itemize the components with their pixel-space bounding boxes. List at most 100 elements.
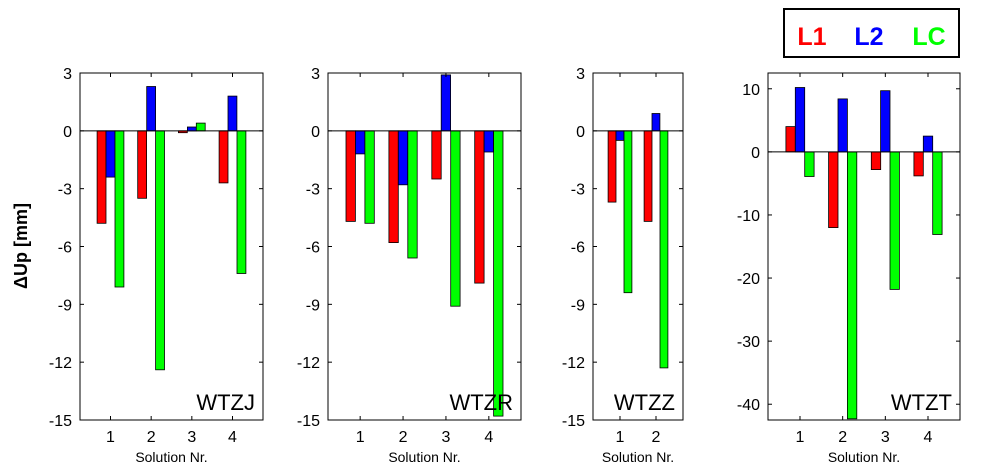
bar-l2-1 [354, 130, 366, 155]
bar-l1-1 [345, 130, 356, 222]
x-tick-label: 1 [106, 429, 115, 446]
legend-entry-l2: L2 [854, 23, 883, 51]
bar-l2-3 [440, 74, 452, 132]
bar-lc-1 [114, 130, 125, 288]
y-tick-label: -15 [297, 413, 320, 430]
x-tick-label: 4 [484, 429, 493, 446]
bar-lc-2 [659, 130, 669, 369]
legend-box [783, 8, 960, 58]
y-tick-label: -30 [737, 334, 760, 351]
y-tick-label: -12 [297, 355, 320, 372]
x-tick-label: 3 [441, 429, 450, 446]
y-tick-label: -9 [306, 297, 320, 314]
bar-l1-1 [607, 130, 617, 203]
y-tick-label: 10 [742, 82, 760, 99]
y-tick-label: -3 [306, 182, 320, 199]
chart-panel-1: 3 0 -3 -6 -9 -12 -15 1 2 3 4 Solution Nr. WTZJ [49, 66, 264, 465]
bar-l2-2 [837, 98, 848, 153]
bar-l2-2 [651, 113, 661, 132]
bar-l1-1 [96, 130, 107, 224]
y-tick-label: -15 [49, 413, 72, 430]
x-axis-label: Solution Nr. [602, 449, 674, 465]
y-tick-label: -40 [737, 397, 760, 414]
legend-entry-l1: L1 [797, 23, 826, 51]
legend-entry-lc: LC [912, 23, 945, 51]
x-axis-label: Solution Nr. [135, 449, 207, 465]
bar-l1-2 [137, 130, 147, 199]
bar-l1-4 [913, 151, 924, 177]
bar-lc-3 [889, 151, 900, 290]
y-tick-label: -3 [571, 182, 585, 199]
x-tick-label: 1 [356, 429, 365, 446]
bar-lc-1 [804, 151, 815, 177]
bar-l1-1 [785, 126, 796, 153]
y-tick-label: 0 [63, 124, 72, 141]
bar-l2-1 [105, 130, 116, 178]
x-axis-label: Solution Nr. [388, 449, 460, 465]
x-tick-label: 1 [796, 429, 805, 446]
bar-l2-1 [615, 130, 625, 141]
x-tick-label: 2 [652, 429, 661, 446]
bar-l1-4 [218, 130, 229, 184]
plot-area [327, 72, 522, 421]
y-tick-label: -10 [737, 208, 760, 225]
bar-lc-2 [407, 130, 418, 259]
bar-l2-1 [794, 87, 806, 153]
bar-l2-3 [186, 126, 197, 132]
bar-lc-2 [155, 130, 165, 371]
y-tick-label: 3 [311, 66, 320, 83]
y-axis-label: ΔUp [mm] [11, 203, 31, 289]
y-tick-label: -12 [562, 355, 585, 372]
chart-panel-4: 10 0 -10 -20 -30 -40 1 2 3 4 Solution Nr. WTZT [737, 72, 961, 465]
y-tick-label: -20 [737, 271, 760, 288]
bar-lc-3 [195, 122, 206, 132]
x-tick-label: 3 [881, 429, 890, 446]
bar-l2-2 [146, 86, 156, 132]
y-tick-label: -6 [306, 240, 320, 257]
bar-l1-4 [474, 130, 485, 284]
y-tick-label: -3 [58, 182, 72, 199]
bar-l2-2 [397, 130, 409, 186]
panel-title: WTZR [449, 390, 513, 415]
bar-lc-4 [932, 151, 943, 235]
y-tick-label: 3 [576, 66, 585, 83]
bar-l1-2 [388, 130, 399, 244]
panel-title: WTZT [891, 390, 952, 415]
y-tick-label: 0 [751, 145, 760, 162]
x-tick-label: 2 [147, 429, 156, 446]
bar-lc-2 [847, 151, 858, 420]
x-tick-label: 4 [228, 429, 237, 446]
y-tick-label: -9 [58, 297, 72, 314]
bar-l2-4 [227, 95, 238, 132]
panel-title: WTZZ [614, 390, 675, 415]
bar-l2-4 [922, 135, 934, 153]
bar-l1-2 [828, 151, 839, 228]
x-axis-label: Solution Nr. [828, 449, 900, 465]
bar-lc-3 [450, 130, 461, 307]
chart-panel-2: 3 0 -3 -6 -9 -12 -15 1 2 3 4 Solution Nr. WTZR [297, 66, 522, 465]
bar-l1-2 [643, 130, 653, 222]
y-tick-label: -6 [58, 240, 72, 257]
bar-lc-4 [493, 130, 504, 417]
legend: L1 L2 LC [783, 8, 960, 58]
x-tick-label: 1 [616, 429, 625, 446]
bar-l2-4 [483, 130, 494, 153]
y-tick-label: -6 [571, 240, 585, 257]
y-tick-label: -9 [571, 297, 585, 314]
y-tick-label: -15 [562, 413, 585, 430]
y-tick-label: 0 [576, 124, 585, 141]
x-tick-label: 2 [399, 429, 408, 446]
bar-l2-3 [880, 90, 891, 153]
y-tick-label: 0 [311, 124, 320, 141]
y-tick-label: 3 [63, 66, 72, 83]
x-tick-label: 2 [838, 429, 847, 446]
panel-title: WTZJ [196, 390, 255, 415]
bar-lc-1 [623, 130, 633, 294]
chart-panel-3: 3 0 -3 -6 -9 -12 -15 1 2 Solution Nr. WTZZ [562, 66, 684, 465]
x-tick-label: 3 [187, 429, 196, 446]
bar-lc-1 [364, 130, 375, 224]
x-tick-label: 4 [924, 429, 933, 446]
bar-l1-3 [870, 151, 882, 170]
